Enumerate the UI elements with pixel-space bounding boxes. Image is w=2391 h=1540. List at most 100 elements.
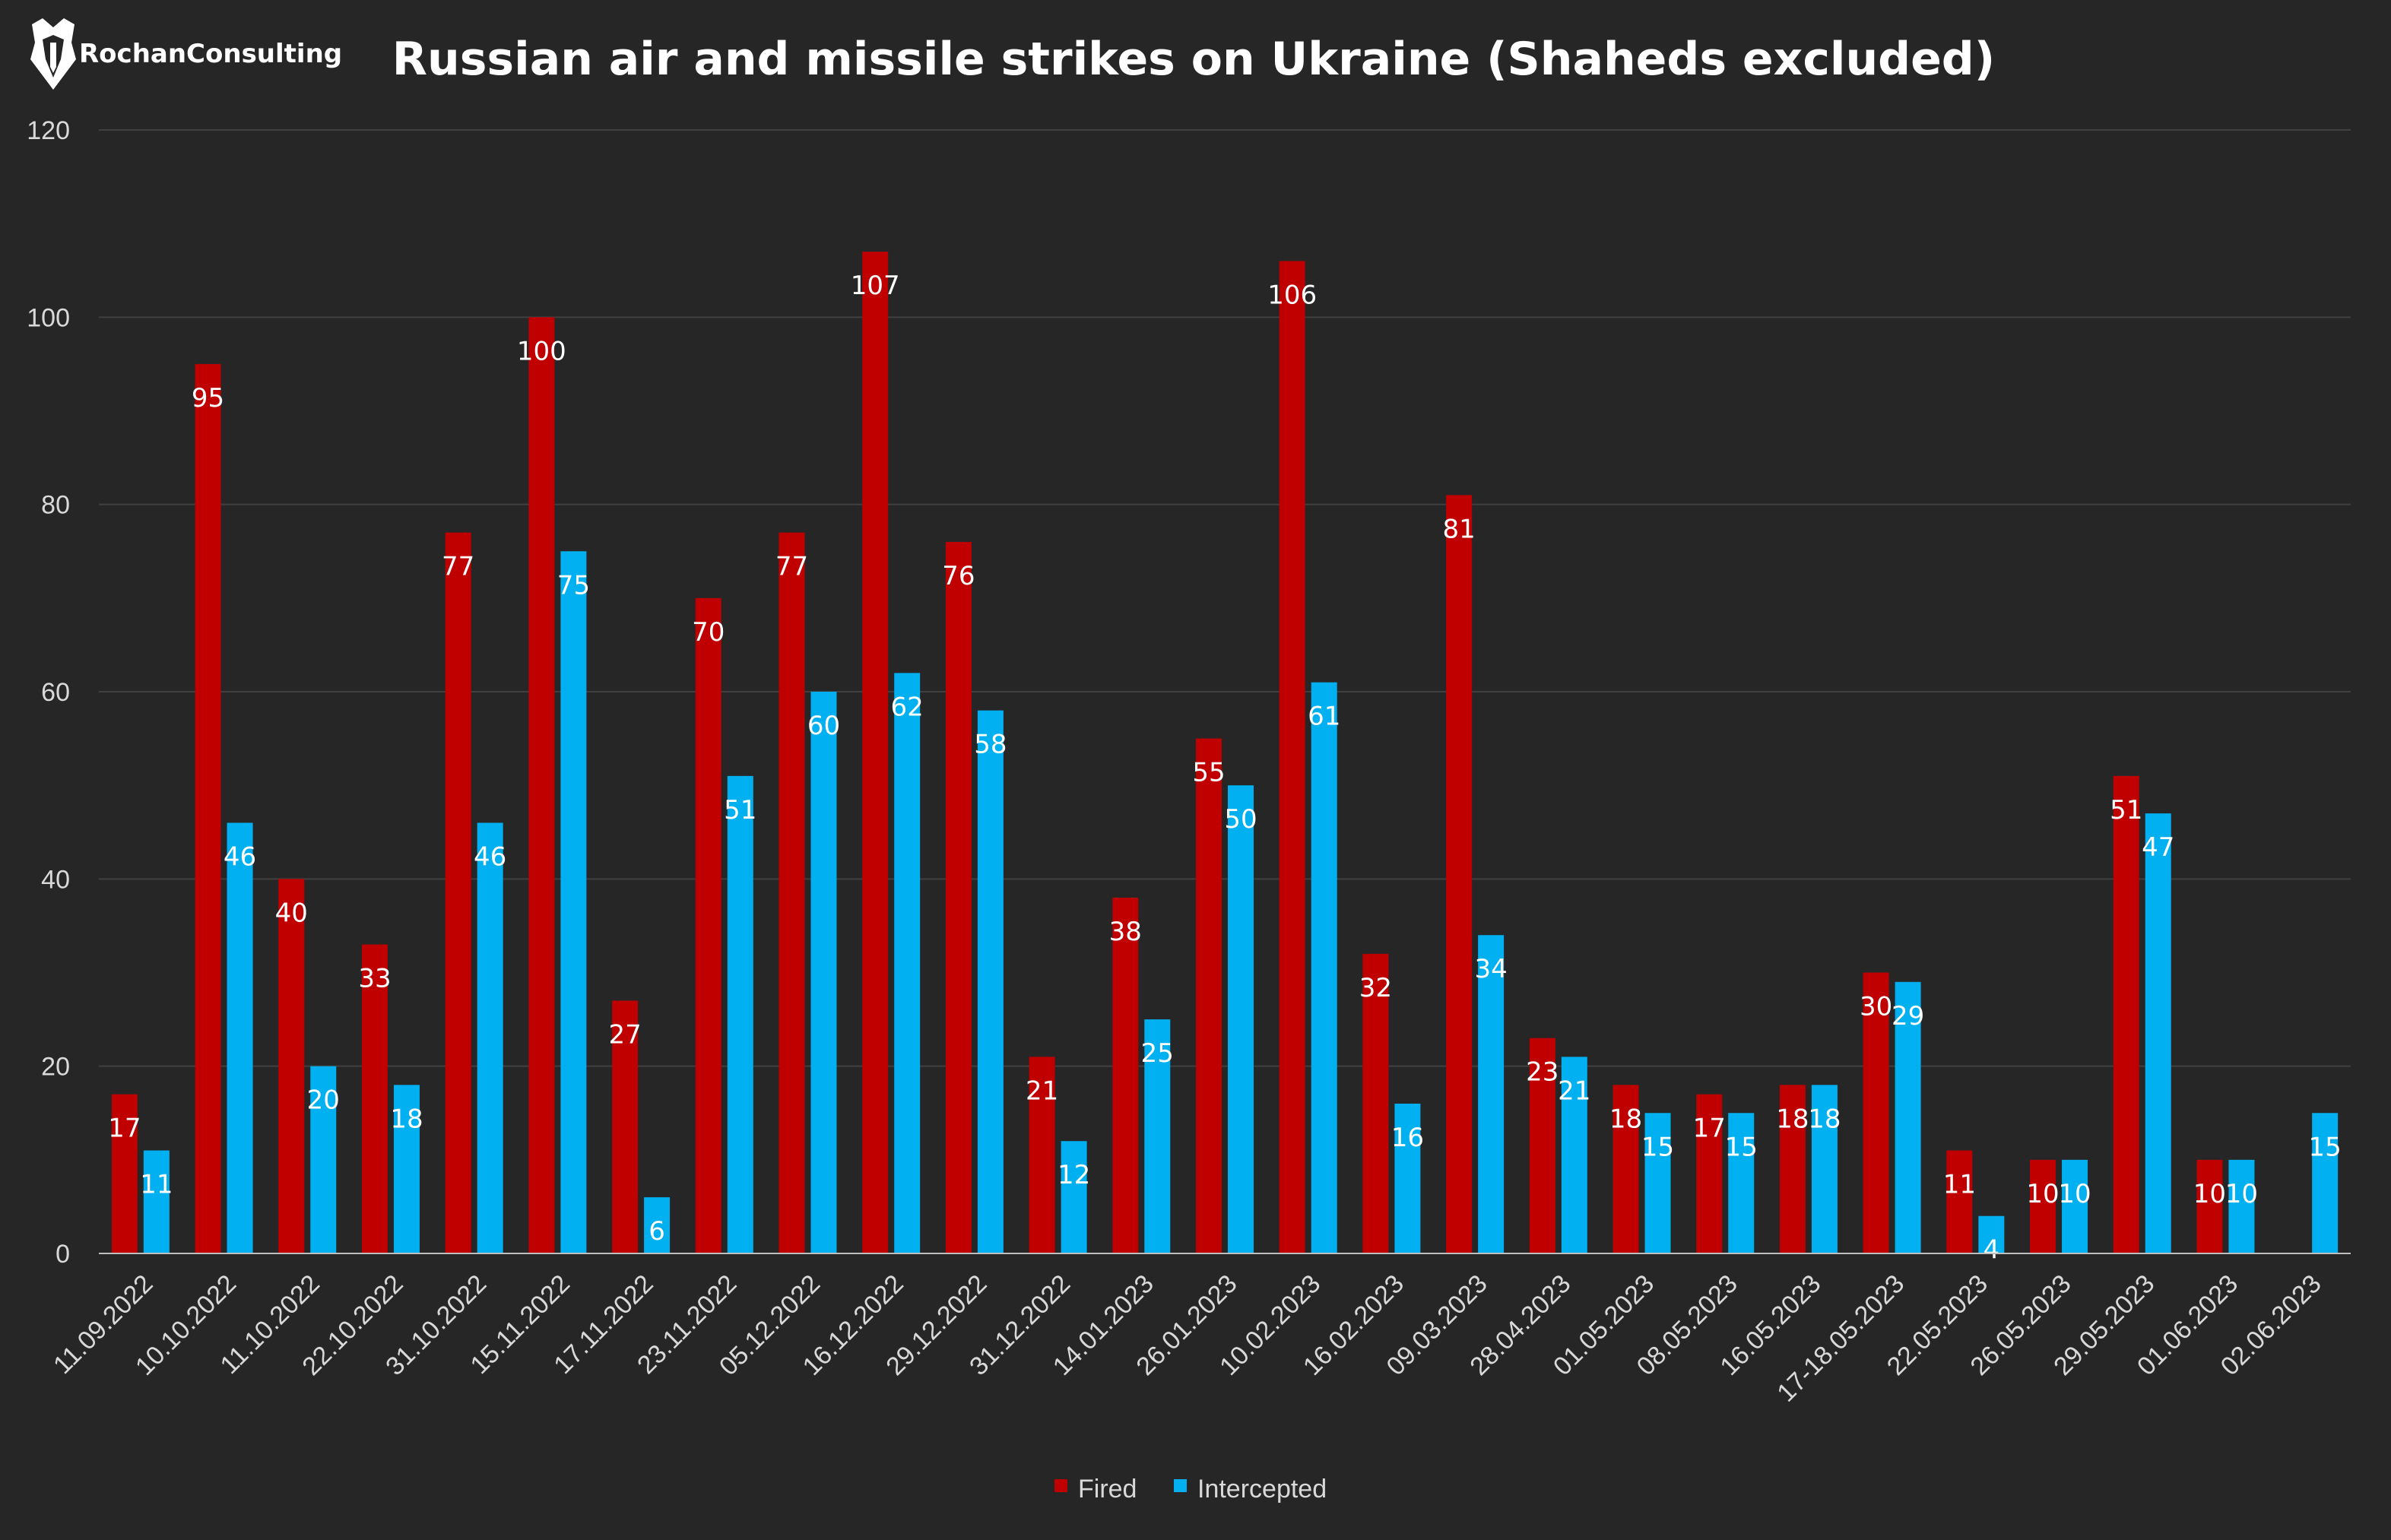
bar-intercepted: [227, 822, 253, 1253]
bar-intercepted: [2145, 813, 2171, 1253]
bar-intercepted: [727, 775, 753, 1253]
bar-intercepted: [1728, 1113, 1755, 1253]
bar-intercepted: [1811, 1085, 1838, 1253]
bar-fired: [779, 532, 805, 1253]
data-label-fired: 21: [1026, 1076, 1058, 1106]
chart-title: Russian air and missile strikes on Ukrai…: [392, 33, 1995, 86]
data-label-fired: 77: [775, 552, 808, 582]
bar-intercepted: [977, 710, 1004, 1253]
bar-intercepted: [644, 1197, 671, 1253]
bar-fired: [1196, 738, 1222, 1253]
y-tick-label: 0: [55, 1240, 70, 1269]
bar-fired: [1029, 1057, 1055, 1253]
data-label-fired: 77: [442, 552, 474, 582]
bar-intercepted: [2062, 1159, 2088, 1253]
data-label-intercepted: 21: [1558, 1076, 1590, 1106]
legend-swatch-fired: [1054, 1479, 1067, 1492]
data-label-intercepted: 10: [2058, 1179, 2091, 1209]
data-label-intercepted: 15: [1725, 1132, 1758, 1162]
data-label-fired: 107: [851, 271, 900, 301]
y-tick-label: 20: [41, 1053, 70, 1082]
bar-fired: [2113, 775, 2139, 1253]
data-label-fired: 38: [1109, 917, 1142, 947]
bar-intercepted: [2312, 1113, 2339, 1253]
bar-fired: [195, 363, 221, 1254]
data-label-intercepted: 34: [1474, 954, 1507, 984]
bar-fired: [1362, 953, 1389, 1253]
bar-fired: [2196, 1159, 2223, 1253]
bar-fired: [445, 532, 471, 1253]
data-label-intercepted: 58: [974, 730, 1007, 760]
data-label-intercepted: 18: [390, 1104, 423, 1134]
bar-fired: [278, 879, 305, 1253]
data-label-fired: 10: [2026, 1179, 2059, 1209]
y-axis-ticks: 0 20 40 60 80 100 120: [27, 116, 70, 1269]
bar-intercepted: [810, 692, 837, 1253]
data-label-intercepted: 51: [724, 795, 756, 825]
data-label-fired: 11: [1943, 1170, 1976, 1200]
data-label-fired: 40: [275, 898, 308, 928]
data-label-fired: 55: [1192, 758, 1225, 788]
data-label-intercepted: 4: [1984, 1235, 2000, 1266]
data-label-fired: 76: [942, 561, 975, 591]
bar-intercepted: [1311, 682, 1337, 1253]
bar-fired: [862, 252, 889, 1253]
data-label-fired: 17: [1693, 1114, 1726, 1144]
y-tick-label: 80: [41, 491, 70, 520]
data-label-intercepted: 46: [224, 841, 256, 872]
bar-intercepted: [393, 1085, 420, 1253]
bar-intercepted: [894, 673, 921, 1253]
data-label-intercepted: 46: [474, 841, 506, 872]
data-label-intercepted: 11: [140, 1170, 173, 1200]
bar-intercepted: [1228, 785, 1254, 1253]
data-label-intercepted: 15: [2309, 1132, 2342, 1162]
y-tick-label: 40: [41, 865, 70, 894]
data-label-fired: 100: [517, 336, 566, 366]
legend-swatch-intercepted: [1174, 1479, 1187, 1492]
data-label-intercepted: 47: [2142, 832, 2174, 863]
data-label-fired: 23: [1526, 1057, 1559, 1088]
bar-intercepted: [1644, 1113, 1671, 1253]
bar-intercepted: [1144, 1019, 1171, 1253]
bar-fired: [695, 597, 721, 1253]
data-label-intercepted: 20: [307, 1085, 340, 1116]
bar-fired: [1946, 1150, 1973, 1253]
data-label-fired: 70: [692, 617, 725, 648]
data-label-intercepted: 29: [1892, 1001, 1924, 1031]
bar-intercepted: [310, 1066, 337, 1253]
data-label-intercepted: 50: [1224, 804, 1257, 835]
bar-fired: [528, 317, 555, 1253]
shield-logo-icon: [30, 18, 76, 90]
bar-fired: [1779, 1085, 1806, 1253]
data-label-fired: 95: [192, 383, 224, 414]
data-label-fired: 17: [108, 1114, 141, 1144]
data-label-intercepted: 16: [1391, 1123, 1424, 1153]
data-label-intercepted: 10: [2225, 1179, 2258, 1209]
bar-fired: [1112, 897, 1139, 1253]
bar-fired: [2030, 1159, 2056, 1253]
data-label-fired: 30: [1860, 992, 1892, 1022]
bar-fired: [612, 1000, 639, 1253]
data-label-intercepted: 6: [648, 1216, 665, 1247]
bar-intercepted: [143, 1150, 170, 1253]
y-tick-label: 100: [27, 303, 70, 332]
data-label-intercepted: 61: [1308, 702, 1340, 732]
bar-intercepted: [1394, 1103, 1421, 1253]
legend-label-intercepted: Intercepted: [1197, 1475, 1327, 1504]
y-tick-label: 60: [41, 678, 70, 707]
gridlines: [99, 129, 2351, 1067]
bar-intercepted: [1061, 1141, 1087, 1253]
data-label-intercepted: 15: [1641, 1132, 1674, 1162]
bar-intercepted: [477, 822, 503, 1253]
data-label-intercepted: 25: [1141, 1038, 1174, 1069]
y-tick-label: 120: [27, 116, 70, 145]
bar-intercepted: [1478, 935, 1505, 1253]
data-label-fired: 106: [1267, 280, 1317, 310]
data-label-fired: 18: [1609, 1104, 1642, 1134]
data-label-fired: 51: [2110, 795, 2142, 825]
bar-fired: [1529, 1038, 1555, 1253]
data-label-fired: 27: [608, 1019, 641, 1050]
